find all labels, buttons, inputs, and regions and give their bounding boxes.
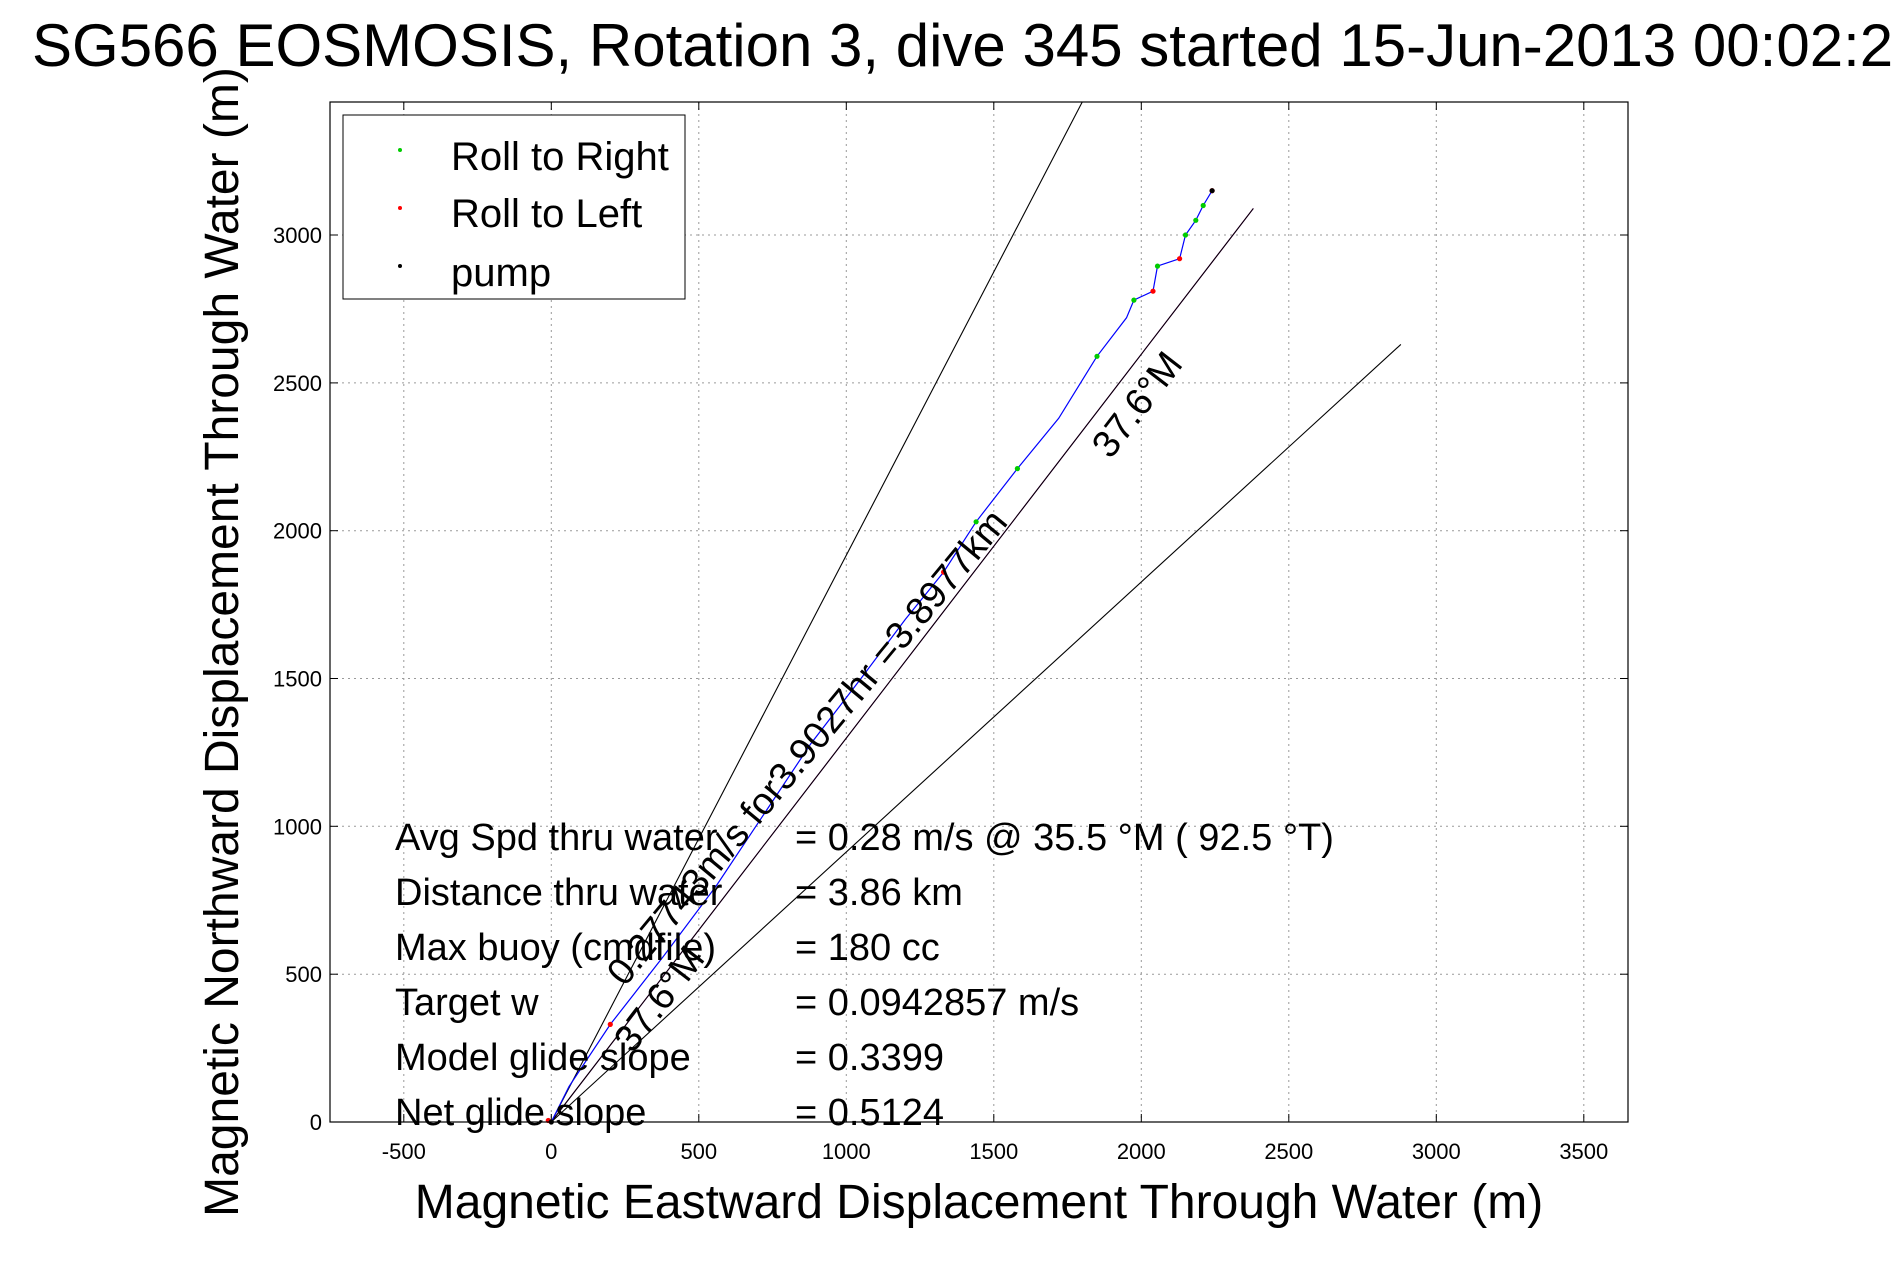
- legend-label-pump: pump: [451, 251, 551, 295]
- roll-right-point: [973, 519, 979, 525]
- stat-value: = 0.28 m/s @ 35.5 °M ( 92.5 °T): [795, 817, 1334, 859]
- y-tick-label: 2500: [273, 371, 322, 396]
- chart-title: SG566 EOSMOSIS, Rotation 3, dive 345 sta…: [32, 12, 1891, 79]
- stats-annotation: Avg Spd thru water = 0.28 m/s @ 35.5 °M (…: [395, 817, 1334, 1134]
- roll-right-point: [1014, 466, 1021, 472]
- x-tick-label: 1500: [969, 1139, 1018, 1164]
- roll-left-point: [607, 1021, 613, 1027]
- x-tick-label: -500: [382, 1139, 426, 1164]
- stat-label: Max buoy (cmdfile): [395, 927, 716, 969]
- legend-label-roll-left: Roll to Left: [451, 192, 642, 236]
- plot-area-frame: [329, 101, 1629, 1123]
- pump-point: [1209, 188, 1215, 194]
- y-tick-label: 0: [310, 1110, 322, 1135]
- y-tick-label: 1500: [273, 667, 322, 692]
- x-axis-label: Magnetic Eastward Displacement Through W…: [415, 1176, 1543, 1229]
- reference-lines: [550, 101, 1402, 1123]
- legend-marker-pump: [398, 264, 402, 268]
- stat-label: Avg Spd thru water: [395, 817, 718, 859]
- roll-left-point: [1150, 288, 1156, 294]
- stat-label: Distance thru water: [395, 872, 723, 914]
- x-tick-label: 1000: [822, 1139, 871, 1164]
- markers: [545, 188, 1215, 1125]
- stat-value: = 0.5124: [795, 1092, 944, 1134]
- x-tick-label: 500: [680, 1139, 717, 1164]
- roll-right-point: [1154, 263, 1161, 269]
- reference-line-envelope-lower: [550, 344, 1402, 1123]
- stat-label: Target w: [395, 982, 539, 1024]
- roll-right-point: [1131, 297, 1137, 303]
- legend-label-roll-right: Roll to Right: [451, 135, 669, 179]
- stat-value: = 3.86 km: [795, 872, 963, 914]
- legend-marker-roll-left: [398, 206, 402, 210]
- y-tick-label: 1000: [273, 814, 322, 839]
- roll-right-point: [1193, 217, 1199, 223]
- stat-value: = 0.3399: [795, 1037, 944, 1079]
- legend: Roll to Right Roll to Left pump: [342, 114, 686, 300]
- roll-right-point: [1094, 353, 1100, 359]
- y-tick-label: 2000: [273, 519, 322, 544]
- stat-label: Net glide slope: [395, 1092, 646, 1134]
- axis-ticks: -500 0 500 1000 1500 2000 2500 3000 3500 0 500 1000…: [273, 102, 1628, 1164]
- stat-label: Model glide slope: [395, 1037, 691, 1079]
- x-tick-label: 0: [545, 1139, 557, 1164]
- y-tick-label: 500: [285, 962, 322, 987]
- x-tick-label: 3500: [1559, 1139, 1608, 1164]
- x-tick-label: 2500: [1264, 1139, 1313, 1164]
- y-tick-label: 3000: [273, 223, 322, 248]
- legend-marker-roll-right: [398, 148, 402, 152]
- roll-left-point: [1177, 256, 1183, 262]
- roll-right-point: [1182, 232, 1189, 238]
- reference-line-current-line: [550, 208, 1254, 1123]
- roll-right-point: [1200, 202, 1206, 209]
- x-tick-label: 3000: [1412, 1139, 1461, 1164]
- grid: [330, 102, 1628, 1123]
- x-tick-label: 2000: [1117, 1139, 1166, 1164]
- stat-value: = 180 cc: [795, 927, 940, 969]
- stat-value: = 0.0942857 m/s: [795, 982, 1079, 1024]
- roll-left-point: [941, 569, 947, 575]
- reference-line-envelope-upper: [550, 101, 1083, 1123]
- y-axis-label: Magnetic Northward Displacement Through …: [196, 67, 249, 1217]
